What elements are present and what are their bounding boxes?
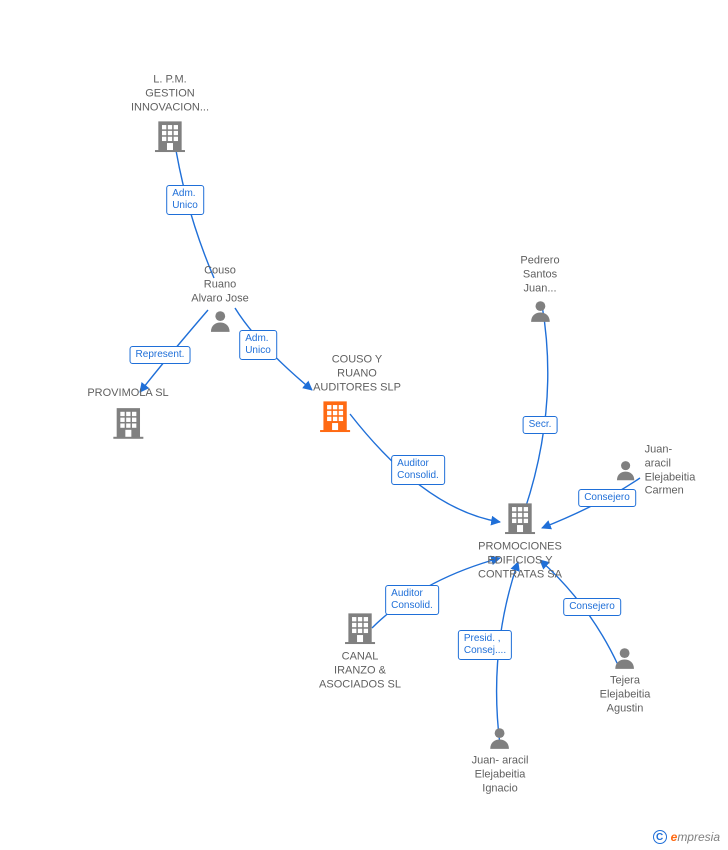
node-label: Juan- aracilElejabeitiaIgnacio [472,754,529,795]
copyright-badge-icon: C [653,830,667,844]
node-label: TejeraElejabeitiaAgustin [600,674,651,715]
edge-label: Adm.Unico [166,185,204,215]
edge-label: Secr. [523,416,558,434]
edge-path [174,138,214,278]
edge-path [522,305,548,518]
node-pedrero[interactable]: PedreroSantosJuan... [520,254,559,325]
edge-path [497,562,518,745]
edge-label: Presid. ,Consej.... [458,630,512,660]
node-label: Juan- aracilElejabeitiaCarmen [645,444,698,499]
node-lpm[interactable]: L. P.M.GESTIONINNOVACION... [131,73,209,156]
node-label: CousoRuanoAlvaro Jose [191,264,248,305]
node-label: PROVIMOLA SL [87,387,168,401]
edge-label: Represent. [130,346,191,364]
brand-label: empresia [671,830,720,844]
node-juana_c[interactable]: Juan- aracilElejabeitiaCarmen [613,442,698,499]
node-label: COUSO YRUANOAUDITORES SLP [313,353,401,394]
node-promo[interactable]: PROMOCIONESEDIFICIOS YCONTRATAS SA [478,498,562,581]
node-juana_i[interactable]: Juan- aracilElejabeitiaIgnacio [472,724,529,795]
diagram-canvas: L. P.M.GESTIONINNOVACION... CousoRuanoAl… [0,0,728,850]
edge-label: Consejero [563,598,621,616]
node-couso_aud[interactable]: COUSO YRUANOAUDITORES SLP [291,353,379,436]
node-label: L. P.M.GESTIONINNOVACION... [131,73,209,114]
node-canal[interactable]: CANALIRANZO &ASOCIADOS SL [319,608,401,691]
node-label: PROMOCIONESEDIFICIOS YCONTRATAS SA [478,540,562,581]
node-label: PedreroSantosJuan... [520,254,559,295]
node-tejera[interactable]: TejeraElejabeitiaAgustin [600,644,651,715]
node-couso_p[interactable]: CousoRuanoAlvaro Jose [191,264,248,335]
watermark: C empresia [653,830,720,844]
edge-label: AuditorConsolid. [391,455,445,485]
node-provimola[interactable]: PROVIMOLA SL [87,387,168,443]
node-label: CANALIRANZO &ASOCIADOS SL [319,650,401,691]
